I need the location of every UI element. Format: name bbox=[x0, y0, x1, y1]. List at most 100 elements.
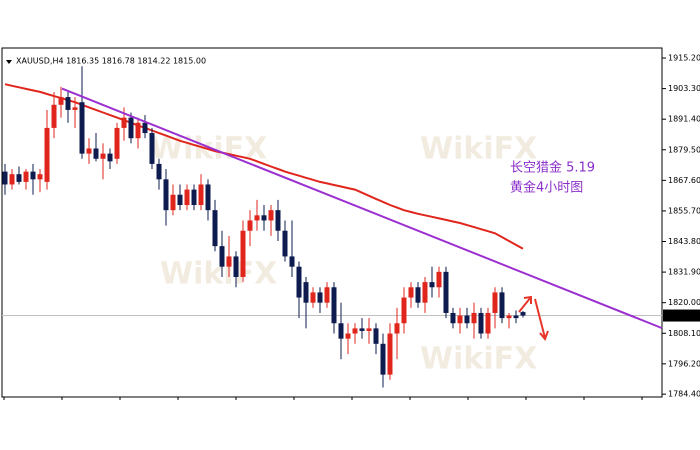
candle-body bbox=[65, 97, 71, 110]
plot-frame bbox=[1, 47, 663, 398]
candle-body bbox=[205, 184, 211, 211]
candle-body bbox=[219, 246, 225, 267]
y-tick-label: 1867.60 bbox=[668, 176, 700, 185]
y-tick-label: 1915.20 bbox=[668, 54, 700, 63]
candle-body bbox=[394, 323, 400, 334]
watermark: WikiFX bbox=[420, 132, 537, 167]
candle-body bbox=[72, 107, 78, 110]
watermark: WikiFX bbox=[160, 257, 277, 292]
candle-body bbox=[198, 184, 204, 206]
candle-body bbox=[184, 189, 190, 206]
candle-body bbox=[352, 328, 358, 334]
candle-body bbox=[177, 194, 183, 206]
candle-body bbox=[415, 287, 421, 303]
candle-body bbox=[443, 271, 449, 313]
candle-body bbox=[163, 179, 169, 211]
candle-body bbox=[492, 292, 498, 313]
annotation: 长空猎金 5.19 bbox=[510, 160, 595, 176]
candle-body bbox=[289, 256, 295, 267]
candle-body bbox=[422, 282, 428, 303]
candle-body bbox=[436, 271, 442, 288]
y-tick-label: 1831.90 bbox=[668, 268, 700, 277]
candle-body bbox=[296, 266, 302, 298]
candle-body bbox=[471, 312, 477, 324]
candle-body bbox=[30, 171, 36, 180]
current-price-box bbox=[663, 309, 700, 322]
header: XAUUSD,H4 1816.35 1816.78 1814.22 1815.0… bbox=[16, 57, 206, 66]
candle-body bbox=[191, 189, 197, 206]
candle-body bbox=[23, 171, 29, 182]
menu-arrow bbox=[6, 60, 12, 64]
candle-body bbox=[282, 230, 288, 257]
y-tick-label: 1808.10 bbox=[668, 329, 700, 338]
candle-body bbox=[247, 220, 253, 231]
candle-body bbox=[408, 287, 414, 298]
candle-body bbox=[86, 148, 92, 154]
candle-body bbox=[114, 127, 120, 159]
y-tick-label: 1903.30 bbox=[668, 84, 700, 93]
y-tick-label: 1796.20 bbox=[668, 359, 700, 368]
candle-body bbox=[499, 292, 505, 319]
candle-body bbox=[464, 315, 470, 324]
watermark: WikiFX bbox=[420, 342, 537, 377]
candle-body bbox=[429, 282, 435, 288]
candle-body bbox=[121, 117, 127, 128]
candle-body bbox=[359, 328, 365, 331]
candle-body bbox=[520, 312, 526, 316]
candle-body bbox=[226, 256, 232, 267]
candle-body bbox=[93, 148, 99, 159]
candle-body bbox=[401, 297, 407, 324]
candle-body bbox=[128, 117, 134, 139]
candle-body bbox=[310, 292, 316, 303]
candle-body bbox=[135, 122, 141, 139]
y-tick-label: 1879.50 bbox=[668, 145, 700, 154]
candle-body bbox=[107, 153, 113, 162]
candle-body bbox=[100, 153, 106, 159]
candle-body bbox=[485, 312, 491, 334]
candle-body bbox=[58, 97, 64, 105]
candle-body bbox=[324, 287, 330, 303]
candle-body bbox=[142, 122, 148, 134]
candle-body bbox=[37, 174, 43, 180]
y-tick-label: 1855.70 bbox=[668, 206, 700, 215]
candle-body bbox=[268, 210, 274, 221]
candle-body bbox=[79, 102, 85, 154]
candle-body bbox=[233, 256, 239, 277]
candle-body bbox=[506, 315, 512, 319]
trendline bbox=[61, 87, 663, 330]
candle-body bbox=[338, 323, 344, 339]
current-price-label: 1815.00 bbox=[666, 311, 699, 320]
candle-body bbox=[317, 292, 323, 303]
candle-body bbox=[366, 328, 372, 331]
candle-body bbox=[387, 333, 393, 375]
candle-body bbox=[261, 215, 267, 221]
y-tick-label: 1784.40 bbox=[668, 390, 700, 399]
y-tick-label: 1891.40 bbox=[668, 115, 700, 124]
arrow bbox=[518, 295, 532, 313]
candle-body bbox=[457, 315, 463, 324]
candle-body bbox=[44, 127, 50, 182]
moving-average bbox=[4, 83, 524, 250]
candle-body bbox=[331, 287, 337, 324]
candle-body bbox=[345, 333, 351, 339]
candle-body bbox=[149, 133, 155, 164]
candle-body bbox=[51, 104, 57, 128]
candle-body bbox=[275, 210, 281, 231]
candle-body bbox=[212, 210, 218, 247]
candle-body bbox=[478, 312, 484, 334]
candle-body bbox=[9, 174, 15, 185]
y-tick-label: 1820.00 bbox=[668, 298, 700, 307]
candle-body bbox=[16, 174, 22, 182]
candle-body bbox=[380, 343, 386, 375]
candle-body bbox=[373, 328, 379, 344]
candle-body bbox=[254, 215, 260, 221]
candle-body bbox=[513, 315, 519, 319]
candle-body bbox=[450, 312, 456, 324]
arrow bbox=[534, 298, 549, 341]
candle-body bbox=[2, 171, 8, 185]
candle-body bbox=[240, 230, 246, 277]
annotation: 黄金4小时图 bbox=[510, 180, 583, 196]
y-tick-label: 1843.80 bbox=[668, 237, 700, 246]
